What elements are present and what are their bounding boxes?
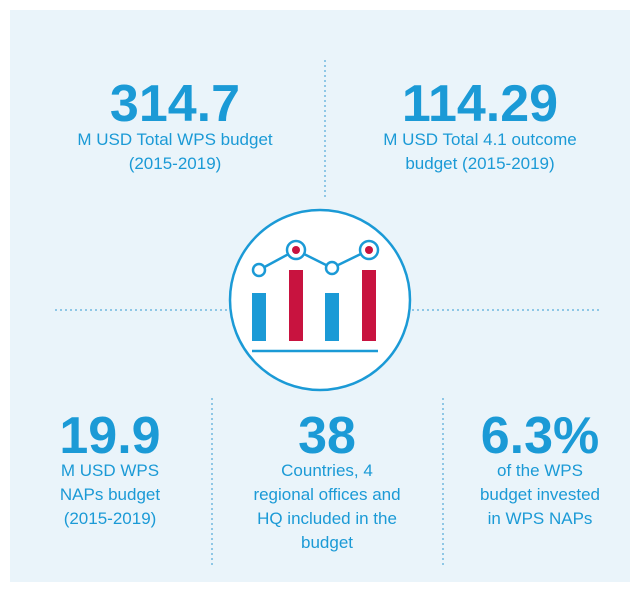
stat-label: M USD WPS	[61, 461, 159, 480]
stat-label: budget invested	[480, 485, 600, 504]
stat-label: Countries, 4	[281, 461, 373, 480]
stat-value: 314.7	[110, 75, 240, 133]
stat-value: 6.3%	[481, 407, 600, 465]
stat-label: (2015-2019)	[64, 509, 157, 528]
stat-label: budget (2015-2019)	[405, 154, 554, 173]
stat-label: HQ included in the	[257, 509, 397, 528]
stat-label: regional offices and	[253, 485, 400, 504]
stat-label: NAPs budget	[60, 485, 160, 504]
stat-label: budget	[301, 533, 353, 552]
stat-label: (2015-2019)	[129, 154, 222, 173]
stat-value: 19.9	[59, 407, 160, 465]
stat-label: of the WPS	[497, 461, 583, 480]
stat-value: 38	[298, 407, 356, 465]
stat-label: M USD Total WPS budget	[77, 130, 273, 149]
stat-label: M USD Total 4.1 outcome	[383, 130, 576, 149]
stat-label: in WPS NAPs	[488, 509, 593, 528]
icon	[228, 208, 412, 392]
stat-value: 114.29	[402, 75, 558, 133]
